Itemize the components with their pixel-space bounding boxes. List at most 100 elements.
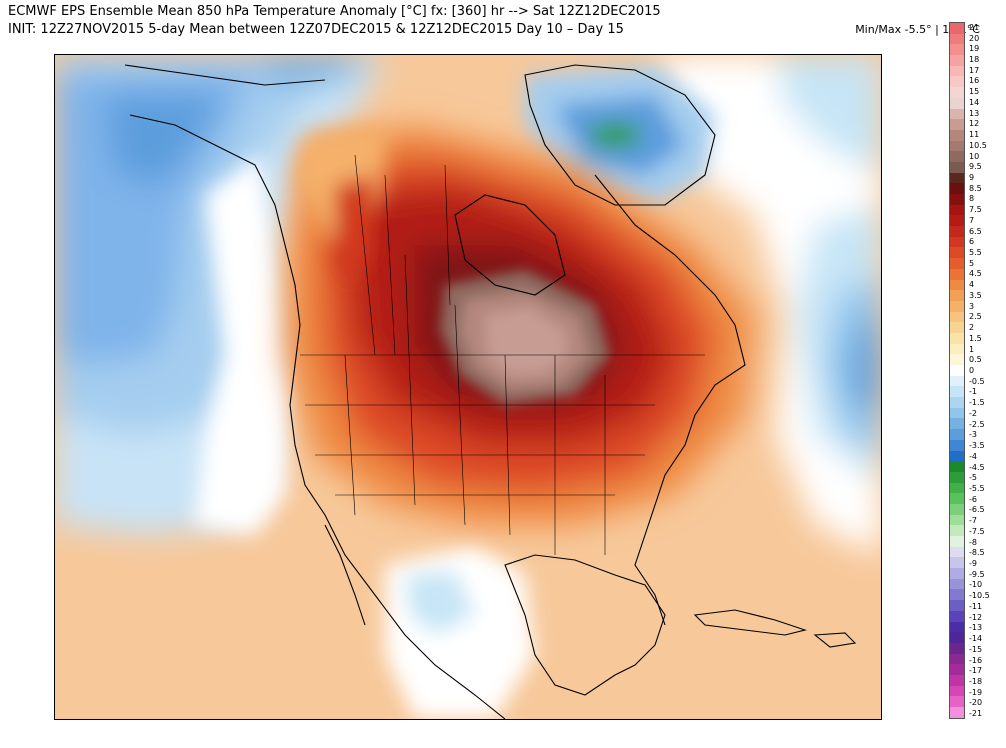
legend-swatch: [950, 76, 964, 88]
title-line: ECMWF EPS Ensemble Mean 850 hPa Temperat…: [8, 4, 661, 19]
legend-tick-label: 16: [969, 76, 980, 86]
legend-tick-label: 8.5: [969, 183, 982, 193]
legend-swatch: [950, 311, 964, 323]
legend-tick-label: 1: [969, 344, 975, 354]
legend-tick-label: -6: [969, 494, 977, 504]
legend-swatch: [950, 653, 964, 665]
legend-tick-label: -17: [969, 666, 983, 676]
legend-tick-label: -5.5: [969, 483, 985, 493]
legend-swatch: [950, 375, 964, 387]
legend-swatch: [950, 172, 964, 184]
legend-tick-label: 18: [969, 55, 980, 65]
legend-tick-label: 1.5: [969, 333, 982, 343]
legend-tick-label: 2: [969, 323, 975, 333]
legend-swatch: [950, 525, 964, 536]
legend-swatch: [950, 55, 964, 66]
legend-tick-label: -0.5: [969, 376, 985, 386]
political-borders: [300, 154, 705, 555]
chart-header: ECMWF EPS Ensemble Mean 850 hPa Temperat…: [8, 2, 998, 42]
legend-tick-label: -16: [969, 655, 983, 665]
legend-swatch: [950, 589, 964, 601]
legend-tick-label: 0.5: [969, 355, 982, 365]
legend-swatch: [950, 300, 964, 312]
legend-swatch: [950, 503, 964, 515]
legend-swatch: [950, 33, 964, 45]
legend-tick-label: -9: [969, 559, 977, 568]
legend-swatch: [950, 343, 964, 355]
legend-swatch: [950, 258, 964, 269]
atlantic-cool-anomaly: [655, 55, 881, 555]
legend-tick-label: -7: [969, 516, 977, 526]
legend-tick-label: -19: [969, 687, 983, 697]
legend-tick-label: -3.5: [969, 441, 985, 451]
legend-tick-label: -6.5: [969, 505, 985, 515]
legend-tick-label: -13: [969, 623, 983, 633]
legend-swatch: [950, 322, 964, 333]
legend-tick-label: 8: [969, 194, 975, 204]
legend-tick-label: -1.5: [969, 398, 985, 408]
legend-swatch: [950, 397, 964, 408]
legend-swatch: [950, 386, 964, 398]
legend-swatch: [950, 194, 964, 205]
legend-tick-label: 13: [969, 108, 980, 118]
legend-tick-label: 3.5: [969, 290, 982, 300]
legend-swatch: [950, 578, 964, 590]
legend-swatch: [950, 247, 964, 259]
legend-swatch: [950, 215, 964, 227]
legend-swatch: [950, 44, 964, 56]
legend-swatch: [950, 204, 964, 216]
legend-tick-label: -10.5: [969, 591, 990, 601]
legend-swatch: [950, 226, 964, 237]
legend-swatch: [950, 268, 964, 280]
legend-tick-label: -4: [969, 451, 977, 461]
legend-swatch: [950, 664, 964, 675]
extreme-warm-core: [440, 270, 610, 405]
legend-tick-label: 11: [969, 130, 980, 140]
legend-tick-label: 9.5: [969, 162, 982, 172]
legend-tick-label: -9.5: [969, 569, 985, 579]
legend-swatch: [950, 461, 964, 472]
legend-tick-label: -5: [969, 473, 977, 483]
legend-swatch: [950, 610, 964, 622]
legend-swatch: [950, 696, 964, 707]
legend-tick-label: -2: [969, 408, 977, 418]
legend-tick-label: -8.5: [969, 548, 985, 558]
legend-swatch: [950, 354, 964, 365]
color-scale-ticks: 21 20 19 18 17 16 15 14 13 12 11 10.5 10 9.5 9 8.5 8 7.5 7…: [969, 22, 1003, 719]
legend-swatch: [950, 536, 964, 547]
legend-swatch: [950, 482, 964, 494]
legend-tick-label: 6.5: [969, 226, 982, 236]
legend-tick-label: 4: [969, 280, 975, 290]
legend-swatch: [950, 546, 964, 558]
legend-swatch: [950, 600, 964, 611]
legend-swatch: [950, 514, 964, 526]
legend-swatch: [950, 365, 964, 376]
color-scale-legend: 21 20 19 18 17 16 15 14 13 12 11 10.5 10 9.5 9 8.5 8 7.5 7…: [949, 22, 1001, 719]
legend-tick-label: 12: [969, 119, 980, 129]
legend-tick-label: -14: [969, 634, 983, 644]
legend-tick-label: -11: [969, 601, 983, 611]
legend-tick-label: -10: [969, 580, 983, 590]
legend-swatch: [950, 685, 964, 697]
legend-tick-label: 7.5: [969, 205, 982, 215]
legend-swatch: [950, 140, 964, 152]
legend-tick-label: 7: [969, 215, 975, 225]
legend-tick-label: -18: [969, 676, 983, 686]
legend-tick-label: -4.5: [969, 462, 985, 472]
legend-swatch: [950, 493, 964, 504]
legend-swatch: [950, 87, 964, 98]
legend-tick-label: 9: [969, 172, 975, 182]
legend-swatch: [950, 418, 964, 430]
legend-tick-label: -3: [969, 430, 977, 440]
legend-tick-label: 10.5: [969, 140, 987, 150]
legend-swatch: [950, 183, 964, 194]
legend-tick-label: 6: [969, 237, 975, 247]
legend-tick-label: 15: [969, 87, 980, 97]
legend-swatch: [950, 236, 964, 248]
legend-swatch: [950, 23, 964, 34]
legend-tick-label: 14: [969, 97, 980, 107]
legend-swatch: [950, 65, 964, 77]
legend-swatch: [950, 332, 964, 344]
legend-swatch: [950, 674, 964, 686]
legend-swatch: [950, 557, 964, 569]
